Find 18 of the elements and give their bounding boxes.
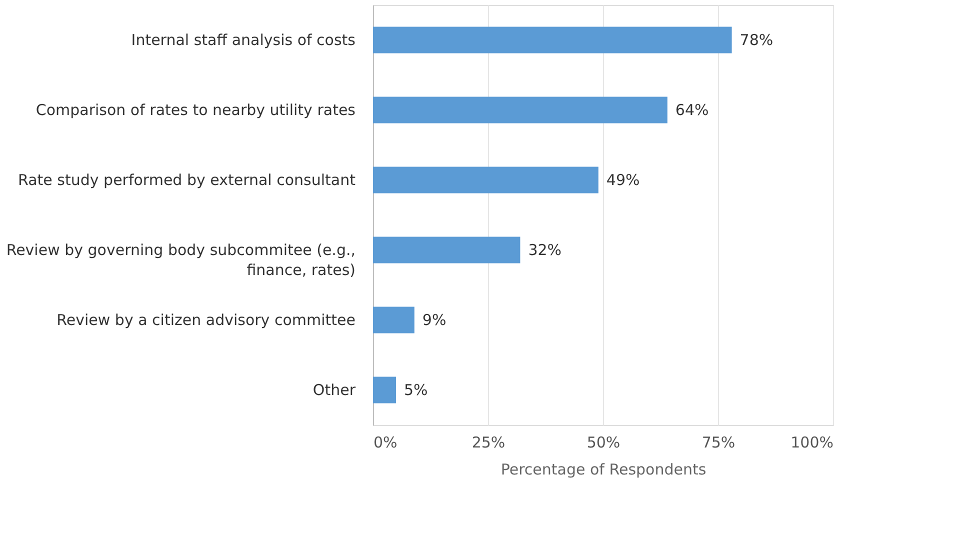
data-label: 5% <box>404 381 428 399</box>
y-tick-label: Internal staff analysis of costs <box>131 31 356 49</box>
data-label: 64% <box>675 101 709 119</box>
data-label: 78% <box>740 31 774 49</box>
x-tick-label: 25% <box>472 434 506 452</box>
data-label: 32% <box>528 241 562 259</box>
data-label: 9% <box>422 311 446 329</box>
x-tick-label: 50% <box>586 434 620 452</box>
y-tick-label: Review by governing body subcommitee (e.g., finance, rates) <box>6 241 356 279</box>
y-tick-label: Comparison of rates to nearby utility rates <box>36 101 356 119</box>
y-tick-label: Review by a citizen advisory committee <box>56 311 356 329</box>
x-tick-label: 100% <box>790 434 834 452</box>
x-tick-label: 0% <box>374 434 398 452</box>
x-axis-title: Percentage of Respondents <box>500 460 706 478</box>
y-tick-label: Rate study performed by external consultant <box>18 171 356 189</box>
data-label: 49% <box>606 171 640 189</box>
x-tick-label: 75% <box>702 434 736 452</box>
y-tick-label: Other <box>312 381 356 399</box>
